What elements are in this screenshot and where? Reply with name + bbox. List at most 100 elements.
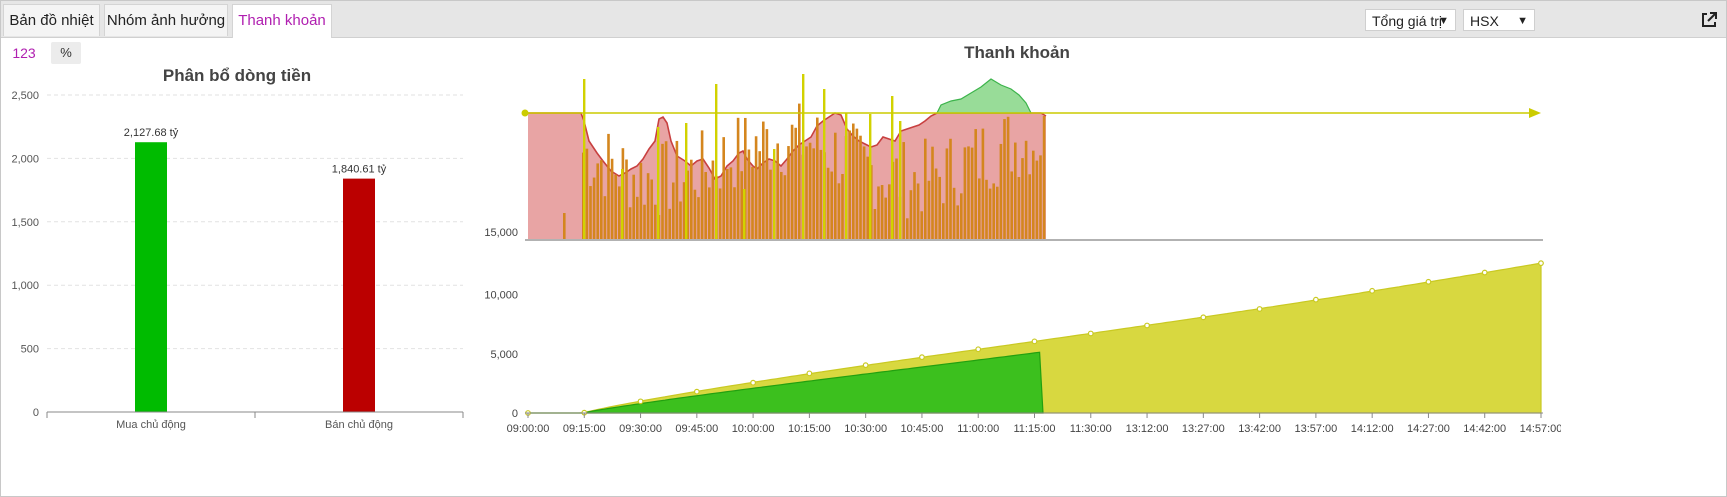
exchange-select[interactable]: HSX ▼	[1463, 9, 1535, 31]
volume-bar	[848, 130, 851, 239]
volume-bar	[632, 174, 635, 239]
y-tick-label: 5,000	[490, 349, 518, 361]
reference-price-marker	[521, 109, 529, 117]
volume-bar	[729, 167, 733, 239]
volume-bar	[563, 213, 566, 239]
volume-bar	[909, 190, 913, 239]
spike-bar	[869, 114, 872, 239]
x-tick-label: 10:00:00	[732, 423, 775, 435]
arrow-right-icon	[1529, 108, 1541, 118]
volume-bar	[693, 189, 697, 239]
unit-number-toggle[interactable]: 123	[12, 45, 36, 61]
volume-bar	[736, 117, 740, 239]
volume-bar	[808, 142, 812, 239]
data-point	[750, 379, 757, 386]
unit-percent-toggle[interactable]: %	[51, 42, 81, 64]
volume-bar	[614, 174, 617, 239]
buy-value-area	[528, 351, 1044, 414]
volume-bar	[682, 182, 686, 239]
spike-bar	[715, 84, 718, 239]
volume-bar	[704, 172, 707, 239]
volume-bar	[769, 169, 772, 239]
volume-bar	[700, 130, 704, 239]
volume-bar	[628, 207, 632, 239]
y-tick-label: 2,000	[11, 153, 39, 165]
volume-bar	[639, 162, 643, 239]
spike-bar	[657, 127, 660, 239]
volume-bar	[960, 193, 963, 239]
volume-bar	[600, 160, 603, 239]
y-tick-label: 10,000	[484, 290, 518, 302]
data-point	[919, 354, 925, 361]
spike-bar	[583, 79, 586, 239]
gain-area	[936, 78, 1032, 114]
volume-bar	[942, 203, 945, 239]
volume-bar	[672, 182, 675, 239]
x-tick-label: 10:15:00	[788, 423, 831, 435]
chevron-down-icon: ▼	[1517, 15, 1528, 27]
volume-bar	[866, 156, 869, 239]
volume-bar	[996, 186, 999, 239]
x-tick-label: 14:12:00	[1351, 423, 1394, 435]
volume-bar	[1035, 160, 1039, 239]
volume-bar	[924, 138, 927, 239]
external-link-icon[interactable]	[1699, 10, 1719, 30]
volume-bar	[740, 171, 743, 239]
x-tick-label: 14:27:00	[1407, 423, 1450, 435]
volume-bar	[999, 143, 1003, 239]
volume-bar	[589, 186, 592, 239]
measure-select[interactable]: Tổng giá trị ▼	[1365, 9, 1456, 31]
volume-bar	[708, 187, 711, 239]
volume-bar	[805, 146, 808, 239]
volume-bar	[985, 179, 988, 239]
exchange-select-value: HSX	[1470, 13, 1499, 29]
tab-heatmap[interactable]: Bản đồ nhiệt	[3, 4, 100, 36]
volume-bar	[880, 185, 884, 239]
volume-bar	[855, 128, 859, 239]
volume-bar	[758, 151, 761, 239]
liquidity-chart: Thanh khoản 15,000 0 5,000 10,000 09:00:00…	[484, 43, 1561, 435]
volume-bar	[711, 160, 715, 239]
volume-bar	[1003, 119, 1006, 239]
volume-bar	[592, 177, 596, 239]
volume-bar	[956, 205, 959, 239]
data-point	[1087, 330, 1094, 337]
y-axis-ticks: 0 500 1,000 1,500 2,000 2,500	[11, 90, 39, 419]
volume-bar	[1032, 150, 1035, 239]
volume-bar	[675, 140, 679, 239]
volume-bar	[744, 117, 747, 239]
volume-bar	[884, 197, 887, 239]
y-tick-label: 1,000	[11, 280, 39, 292]
y-tick-label: 2,500	[11, 90, 39, 102]
volume-bar	[1014, 142, 1017, 239]
tab-liquidity[interactable]: Thanh khoản	[232, 4, 332, 38]
x-tick-label: 14:57:00	[1520, 423, 1561, 435]
volume-bar	[603, 196, 607, 239]
volume-bar	[895, 158, 898, 239]
volume-bar	[643, 204, 646, 239]
volume-bar	[819, 149, 823, 239]
volume-bar	[726, 169, 729, 239]
volume-bar	[916, 183, 920, 239]
x-tick-label: 09:00:00	[507, 423, 550, 435]
bar	[343, 178, 375, 412]
volume-bar	[794, 127, 797, 239]
data-point	[1031, 338, 1038, 345]
volume-bar	[830, 171, 833, 239]
spike-bar	[773, 149, 776, 239]
volume-bar	[1042, 116, 1046, 239]
volume-bar	[1024, 140, 1028, 239]
volume-bar	[949, 138, 952, 239]
volume-bar	[783, 175, 787, 239]
volume-bar	[934, 168, 938, 239]
volume-bar	[722, 137, 725, 239]
spike-bar	[845, 113, 848, 239]
x-axis-labels: 09:00:00 09:15:00 09:30:00 09:45:00 10:00:00…	[507, 413, 1561, 435]
spike-bar	[891, 96, 894, 239]
data-point	[1312, 296, 1319, 303]
data-point	[637, 398, 644, 405]
tab-influence-group[interactable]: Nhóm ảnh hưởng	[104, 4, 228, 36]
data-point	[1538, 260, 1544, 267]
